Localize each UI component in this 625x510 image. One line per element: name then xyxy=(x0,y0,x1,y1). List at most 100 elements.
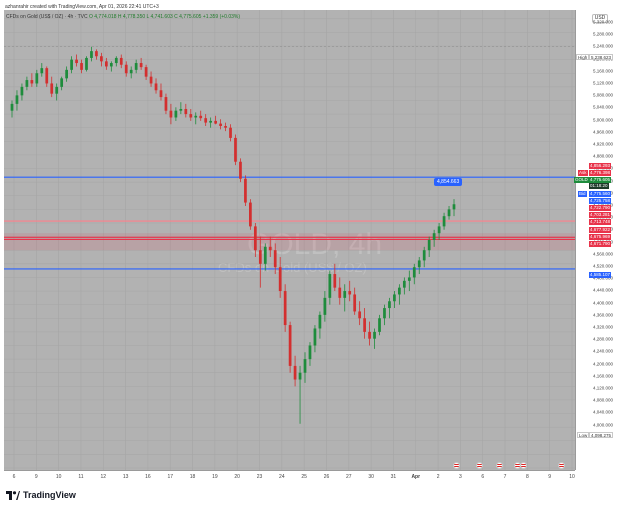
candle-body[interactable] xyxy=(219,123,222,126)
candle-body[interactable] xyxy=(109,63,113,67)
candle-body[interactable] xyxy=(303,359,307,373)
candle-body[interactable] xyxy=(313,328,317,346)
candle-body[interactable] xyxy=(249,202,252,227)
candle-body[interactable] xyxy=(85,57,88,70)
candle-body[interactable] xyxy=(244,178,247,203)
candle-body[interactable] xyxy=(95,51,98,57)
candle-body[interactable] xyxy=(65,69,68,79)
time-axis[interactable] xyxy=(4,470,575,484)
price-line-label[interactable]: 4,854.663 xyxy=(434,178,463,186)
candle-body[interactable] xyxy=(30,80,34,84)
candle-body[interactable] xyxy=(159,90,163,98)
candle-body[interactable] xyxy=(199,115,203,119)
candle-body[interactable] xyxy=(194,115,198,118)
candle-body[interactable] xyxy=(169,110,173,118)
candle-body[interactable] xyxy=(422,250,426,261)
candle-body[interactable] xyxy=(209,120,213,123)
candle-body[interactable] xyxy=(119,57,123,65)
candle-body[interactable] xyxy=(134,63,138,70)
candle-body[interactable] xyxy=(417,260,421,268)
candle-body[interactable] xyxy=(60,78,64,87)
candle-body[interactable] xyxy=(398,287,401,295)
candle-body[interactable] xyxy=(407,277,411,281)
candle-body[interactable] xyxy=(373,331,376,339)
candle-body[interactable] xyxy=(20,86,24,96)
candle-body[interactable] xyxy=(402,280,406,288)
candle-body[interactable] xyxy=(149,76,153,84)
candle-body[interactable] xyxy=(129,69,133,74)
candle-body[interactable] xyxy=(15,95,19,104)
candle-body[interactable] xyxy=(442,216,446,227)
candle-body[interactable] xyxy=(288,325,292,366)
candle-body[interactable] xyxy=(10,103,14,111)
candle-body[interactable] xyxy=(447,209,451,217)
economic-event-flag-icon[interactable] xyxy=(558,462,565,469)
candle-body[interactable] xyxy=(174,110,178,118)
candle-body[interactable] xyxy=(214,120,217,124)
candle-body[interactable] xyxy=(452,204,456,210)
economic-event-flag-icon[interactable] xyxy=(520,462,527,469)
candle-body[interactable] xyxy=(383,308,386,319)
candle-body[interactable] xyxy=(348,291,352,295)
candle-body[interactable] xyxy=(368,331,371,339)
candle-body[interactable] xyxy=(308,345,312,360)
candle-body[interactable] xyxy=(353,294,357,312)
candle-body[interactable] xyxy=(55,86,59,94)
candle-body[interactable] xyxy=(100,56,103,62)
candle-body[interactable] xyxy=(328,274,332,298)
candle-body[interactable] xyxy=(293,365,297,380)
currency-button[interactable]: USD xyxy=(592,14,608,23)
candle-body[interactable] xyxy=(343,291,347,298)
candle-body[interactable] xyxy=(45,68,49,84)
candle-body[interactable] xyxy=(189,114,193,118)
candle-body[interactable] xyxy=(144,67,148,77)
candle-body[interactable] xyxy=(104,61,108,67)
candle-body[interactable] xyxy=(278,267,282,292)
candle-body[interactable] xyxy=(298,372,302,380)
candle-body[interactable] xyxy=(50,83,54,94)
candlestick-chart[interactable] xyxy=(4,10,575,470)
candle-body[interactable] xyxy=(204,118,208,123)
candle-body[interactable] xyxy=(388,301,391,309)
chart-area[interactable]: GOLD, 4h CFDs on Gold (US$ / OZ) CFDs on… xyxy=(4,10,575,470)
candle-body[interactable] xyxy=(40,68,44,74)
candle-body[interactable] xyxy=(283,291,287,326)
candle-body[interactable] xyxy=(179,108,183,111)
candle-body[interactable] xyxy=(234,137,237,162)
candle-body[interactable] xyxy=(90,51,93,58)
candle-body[interactable] xyxy=(437,226,441,234)
economic-event-flag-icon[interactable] xyxy=(496,462,503,469)
candle-body[interactable] xyxy=(114,57,118,64)
candle-body[interactable] xyxy=(75,59,78,64)
candle-body[interactable] xyxy=(164,97,168,111)
candle-body[interactable] xyxy=(427,240,431,251)
candle-body[interactable] xyxy=(363,318,366,332)
candle-body[interactable] xyxy=(263,246,267,264)
candle-body[interactable] xyxy=(253,226,257,251)
economic-event-flag-icon[interactable] xyxy=(476,462,483,469)
candle-body[interactable] xyxy=(229,127,232,138)
candle-body[interactable] xyxy=(268,246,272,251)
candle-body[interactable] xyxy=(25,80,29,87)
candle-body[interactable] xyxy=(139,63,143,68)
candle-body[interactable] xyxy=(323,297,327,315)
candle-body[interactable] xyxy=(273,250,277,268)
candle-body[interactable] xyxy=(154,83,158,91)
economic-event-flag-icon[interactable] xyxy=(453,462,460,469)
candle-body[interactable] xyxy=(378,318,381,332)
candle-body[interactable] xyxy=(124,64,128,74)
candle-body[interactable] xyxy=(333,274,337,288)
candle-body[interactable] xyxy=(338,287,342,298)
candle-body[interactable] xyxy=(432,233,436,240)
candle-body[interactable] xyxy=(239,161,242,179)
candle-body[interactable] xyxy=(80,63,83,70)
candle-body[interactable] xyxy=(318,314,322,329)
candle-body[interactable] xyxy=(224,126,227,128)
candle-body[interactable] xyxy=(412,267,416,278)
candle-body[interactable] xyxy=(358,311,362,319)
candle-body[interactable] xyxy=(393,294,396,302)
candle-body[interactable] xyxy=(258,250,262,264)
candle-body[interactable] xyxy=(35,73,39,84)
candle-body[interactable] xyxy=(70,59,73,70)
candle-body[interactable] xyxy=(184,108,188,115)
